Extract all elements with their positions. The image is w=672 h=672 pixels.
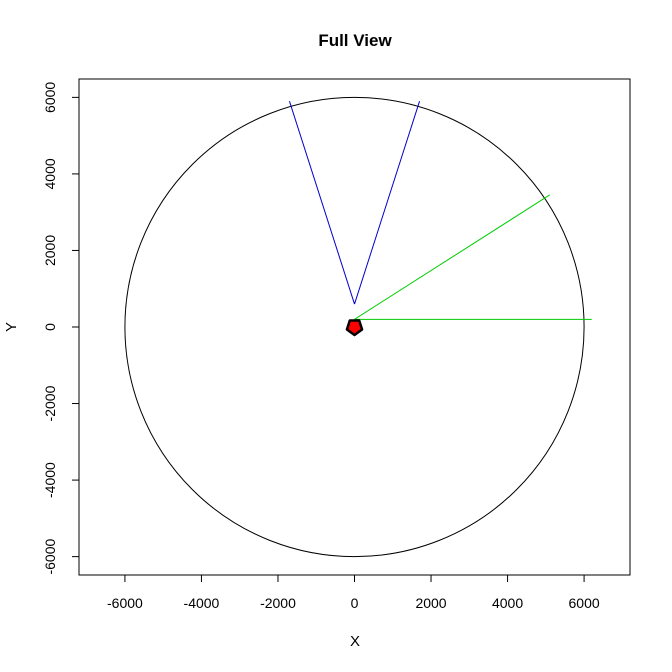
y-tick-label: 4000: [42, 158, 58, 189]
y-tick-label: 6000: [42, 82, 58, 113]
y-tick-label: -6000: [42, 539, 58, 575]
y-tick-label: 0: [42, 323, 58, 331]
range-circle: [124, 96, 585, 558]
y-tick-label: -2000: [42, 385, 58, 421]
x-tick-label: -2000: [260, 595, 296, 611]
x-tick-label: 6000: [569, 595, 600, 611]
blue-line-1: [288, 101, 355, 305]
x-tick-label: -4000: [184, 595, 220, 611]
y-axis: -6000 -4000 -2000 0 2000 4000 6000: [42, 82, 80, 575]
chart-title: Full View: [318, 31, 392, 50]
x-tick-label: -6000: [107, 595, 143, 611]
green-line-1: [354, 194, 550, 320]
x-axis: -6000 -4000 -2000 0 2000 4000 6000: [107, 574, 600, 611]
x-tick-label: 2000: [415, 595, 446, 611]
x-axis-label: X: [350, 633, 360, 650]
origin-marker: [345, 319, 364, 337]
y-tick-label: -4000: [42, 462, 58, 498]
plot-area: [124, 96, 592, 558]
blue-line-2: [354, 101, 421, 305]
x-tick-label: 4000: [492, 595, 523, 611]
y-axis-label: Y: [3, 322, 20, 332]
y-tick-label: 2000: [42, 235, 58, 266]
x-tick-label: 0: [351, 595, 359, 611]
